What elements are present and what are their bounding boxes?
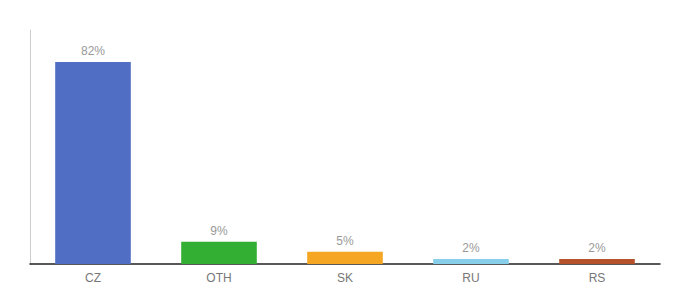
svg-text:2%: 2% [462,241,480,255]
svg-text:2%: 2% [588,241,606,255]
svg-text:5%: 5% [336,234,354,248]
svg-text:OTH: OTH [206,271,231,285]
svg-text:CZ: CZ [85,271,101,285]
svg-text:9%: 9% [210,224,228,238]
svg-text:SK: SK [337,271,353,285]
svg-text:RS: RS [589,271,606,285]
svg-text:82%: 82% [81,44,105,58]
svg-text:RU: RU [462,271,479,285]
